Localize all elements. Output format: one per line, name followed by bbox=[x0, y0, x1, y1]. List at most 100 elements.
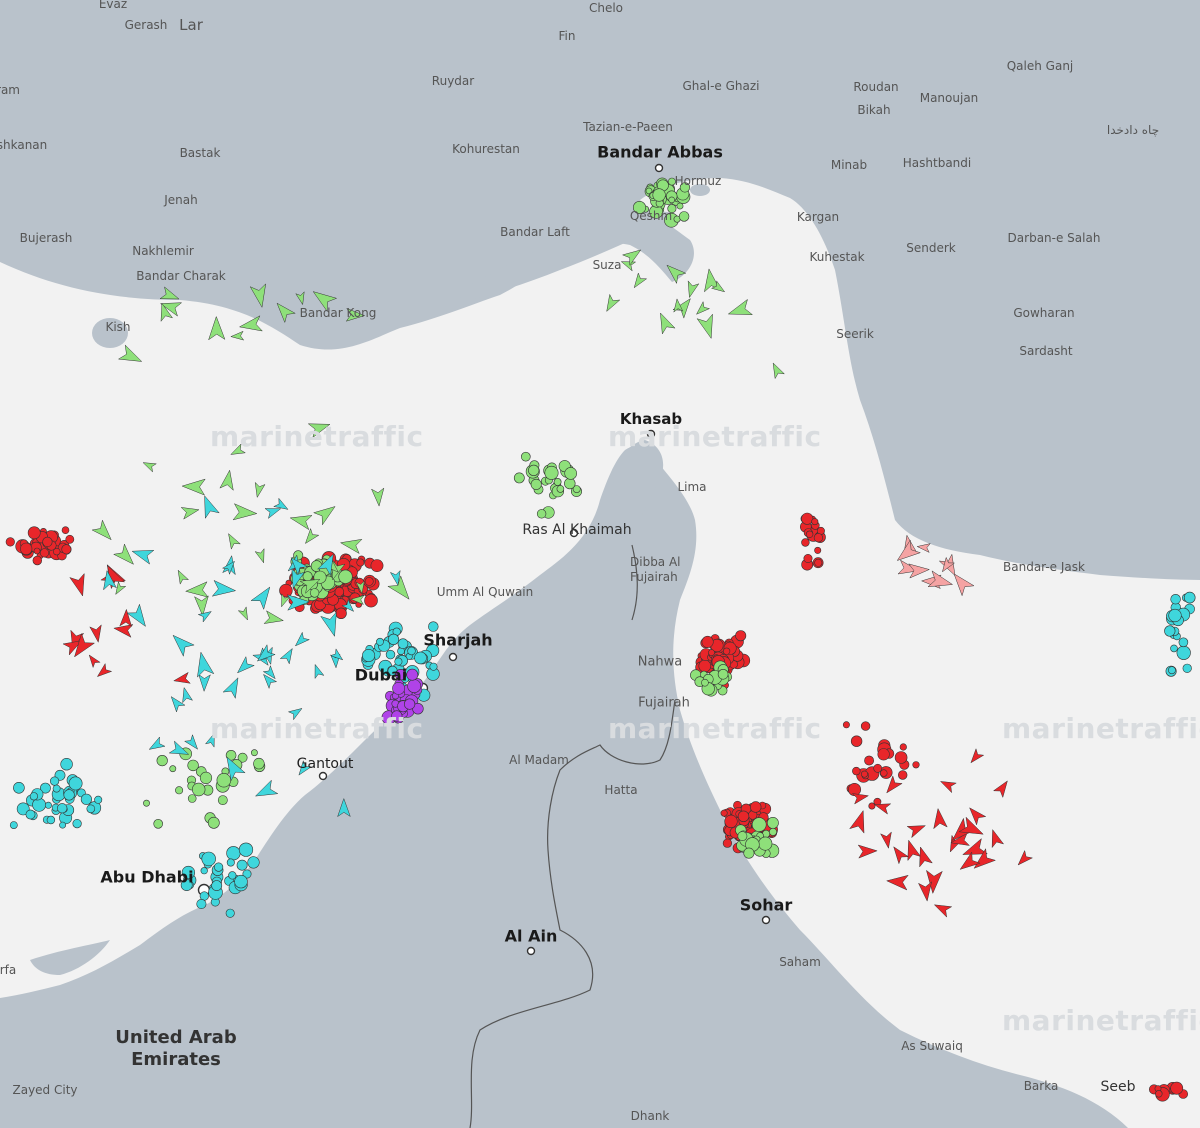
vessel-marker-tug_special[interactable] bbox=[29, 792, 39, 801]
vessel-marker-tug_special[interactable] bbox=[1170, 593, 1181, 605]
vessel-arrow-unknown[interactable] bbox=[896, 539, 922, 561]
vessel-arrow-tanker[interactable] bbox=[119, 608, 133, 628]
vessel-marker-cargo[interactable] bbox=[169, 765, 177, 773]
vessel-arrow-cargo[interactable] bbox=[117, 344, 143, 362]
vessel-arrow-tug_special[interactable] bbox=[314, 663, 325, 680]
vessel-marker-tanker[interactable] bbox=[897, 770, 908, 780]
vessel-arrow-cargo[interactable] bbox=[228, 532, 242, 550]
vessel-marker-tug_special[interactable] bbox=[1176, 645, 1191, 660]
vessel-marker-tanker[interactable] bbox=[894, 751, 908, 764]
vessel-arrow-tanker[interactable] bbox=[991, 828, 1005, 849]
vessel-marker-cargo[interactable] bbox=[768, 827, 777, 836]
vessel-arrow-cargo[interactable] bbox=[230, 330, 245, 341]
vessel-arrow-cargo[interactable] bbox=[370, 487, 385, 507]
vessel-marker-cargo[interactable] bbox=[156, 754, 168, 767]
vessel-marker-tanker[interactable] bbox=[42, 536, 53, 548]
vessel-marker-tanker[interactable] bbox=[356, 558, 365, 567]
vessel-arrow-tanker[interactable] bbox=[885, 874, 909, 891]
vessel-arrow-tanker[interactable] bbox=[88, 654, 101, 669]
city-marker-ras-al-khaimah[interactable] bbox=[569, 528, 579, 538]
vessel-arrow-tug_special[interactable] bbox=[298, 760, 313, 776]
vessel-marker-cargo[interactable] bbox=[253, 757, 265, 770]
vessel-marker-tanker[interactable] bbox=[912, 761, 920, 769]
vessel-marker-tug_special[interactable] bbox=[60, 757, 73, 771]
vessel-arrow-cargo[interactable] bbox=[304, 527, 320, 545]
vessel-arrow-cargo[interactable] bbox=[312, 506, 336, 526]
vessel-marker-cargo[interactable] bbox=[717, 668, 729, 680]
vessel-arrow-tug_special[interactable] bbox=[198, 673, 211, 693]
vessel-arrow-cargo[interactable] bbox=[91, 519, 112, 541]
vessel-marker-tanker[interactable] bbox=[701, 635, 714, 648]
vessel-arrow-tanker[interactable] bbox=[857, 844, 878, 859]
vessel-marker-tanker[interactable] bbox=[860, 721, 871, 731]
vessel-marker-tug_special[interactable] bbox=[63, 789, 75, 801]
vessel-marker-tanker[interactable] bbox=[722, 838, 733, 848]
vessel-marker-tanker[interactable] bbox=[335, 607, 347, 619]
vessel-marker-tug_special[interactable] bbox=[387, 633, 400, 646]
vessel-arrow-cargo[interactable] bbox=[312, 291, 338, 313]
vessel-arrow-tanker[interactable] bbox=[89, 624, 102, 643]
vessel-arrow-tanker[interactable] bbox=[62, 640, 83, 656]
vessel-arrow-cargo[interactable] bbox=[704, 268, 721, 293]
vessel-marker-cargo[interactable] bbox=[553, 477, 562, 486]
vessel-arrow-cargo[interactable] bbox=[621, 249, 642, 266]
vessel-marker-cargo[interactable] bbox=[302, 571, 313, 582]
vessel-arrow-tug_special[interactable] bbox=[273, 497, 289, 510]
vessel-marker-tug_special[interactable] bbox=[196, 898, 207, 909]
vessel-marker-cargo[interactable] bbox=[513, 472, 525, 484]
vessel-marker-cargo[interactable] bbox=[520, 451, 531, 462]
vessel-arrow-unknown[interactable] bbox=[897, 559, 920, 575]
vessel-arrow-cargo[interactable] bbox=[633, 272, 648, 289]
vessel-marker-pleasure[interactable] bbox=[407, 679, 422, 693]
vessel-marker-tanker[interactable] bbox=[370, 559, 384, 572]
vessel-marker-cargo[interactable] bbox=[676, 202, 684, 210]
vessel-marker-cargo[interactable] bbox=[701, 678, 709, 687]
vessel-arrow-tug_special[interactable] bbox=[148, 736, 166, 750]
vessel-arrow-tug_special[interactable] bbox=[170, 696, 186, 713]
vessel-marker-tanker[interactable] bbox=[803, 553, 813, 563]
vessel-arrow-cargo[interactable] bbox=[177, 569, 190, 585]
vessel-arrow-unknown[interactable] bbox=[916, 543, 931, 553]
vessel-marker-cargo[interactable] bbox=[187, 794, 197, 803]
vessel-arrow-tanker[interactable] bbox=[893, 846, 910, 865]
vessel-marker-tanker[interactable] bbox=[860, 770, 868, 778]
vessel-marker-tug_special[interactable] bbox=[40, 782, 51, 794]
vessel-arrow-tug_special[interactable] bbox=[168, 740, 190, 755]
vessel-arrow-tanker[interactable] bbox=[880, 831, 892, 849]
city-marker-al-ain[interactable] bbox=[526, 946, 536, 956]
vessel-marker-tanker[interactable] bbox=[720, 809, 728, 817]
vessel-marker-cargo[interactable] bbox=[207, 816, 220, 829]
vessel-marker-tug_special[interactable] bbox=[1168, 666, 1176, 675]
vessel-layer[interactable] bbox=[5, 177, 1196, 1102]
vessel-arrow-tug_special[interactable] bbox=[320, 611, 337, 638]
vessel-marker-tug_special[interactable] bbox=[362, 648, 376, 662]
vessel-marker-cargo[interactable] bbox=[338, 569, 353, 584]
vessel-arrow-tug_special[interactable] bbox=[197, 611, 212, 623]
vessel-marker-tanker[interactable] bbox=[801, 512, 814, 525]
vessel-marker-tug_special[interactable] bbox=[226, 846, 241, 861]
vessel-marker-pleasure[interactable] bbox=[392, 682, 405, 695]
vessel-marker-cargo[interactable] bbox=[767, 817, 779, 829]
vessel-marker-tug_special[interactable] bbox=[1183, 591, 1196, 604]
vessel-arrow-cargo[interactable] bbox=[606, 293, 621, 313]
vessel-arrow-cargo[interactable] bbox=[219, 469, 234, 491]
vessel-marker-tanker[interactable] bbox=[61, 526, 70, 535]
vessel-arrow-cargo[interactable] bbox=[263, 610, 285, 624]
vessel-arrow-cargo[interactable] bbox=[208, 315, 226, 341]
vessel-arrow-cargo[interactable] bbox=[695, 300, 711, 315]
vessel-arrow-cargo[interactable] bbox=[345, 307, 366, 322]
vessel-arrow-cargo[interactable] bbox=[355, 580, 365, 595]
vessel-arrow-tanker[interactable] bbox=[969, 807, 987, 826]
vessel-arrow-tug_special[interactable] bbox=[337, 797, 351, 818]
vessel-marker-cargo[interactable] bbox=[668, 196, 676, 204]
vessel-marker-tug_special[interactable] bbox=[180, 879, 193, 891]
vessel-marker-cargo[interactable] bbox=[667, 204, 677, 214]
vessel-arrow-cargo[interactable] bbox=[230, 443, 247, 455]
vessel-arrow-cargo[interactable] bbox=[350, 595, 365, 606]
vessel-arrow-unknown[interactable] bbox=[953, 573, 975, 597]
vessel-marker-tug_special[interactable] bbox=[200, 867, 208, 875]
vessel-arrow-tug_special[interactable] bbox=[204, 732, 215, 748]
vessel-marker-cargo[interactable] bbox=[556, 485, 565, 493]
vessel-arrow-tug_special[interactable] bbox=[182, 686, 194, 704]
